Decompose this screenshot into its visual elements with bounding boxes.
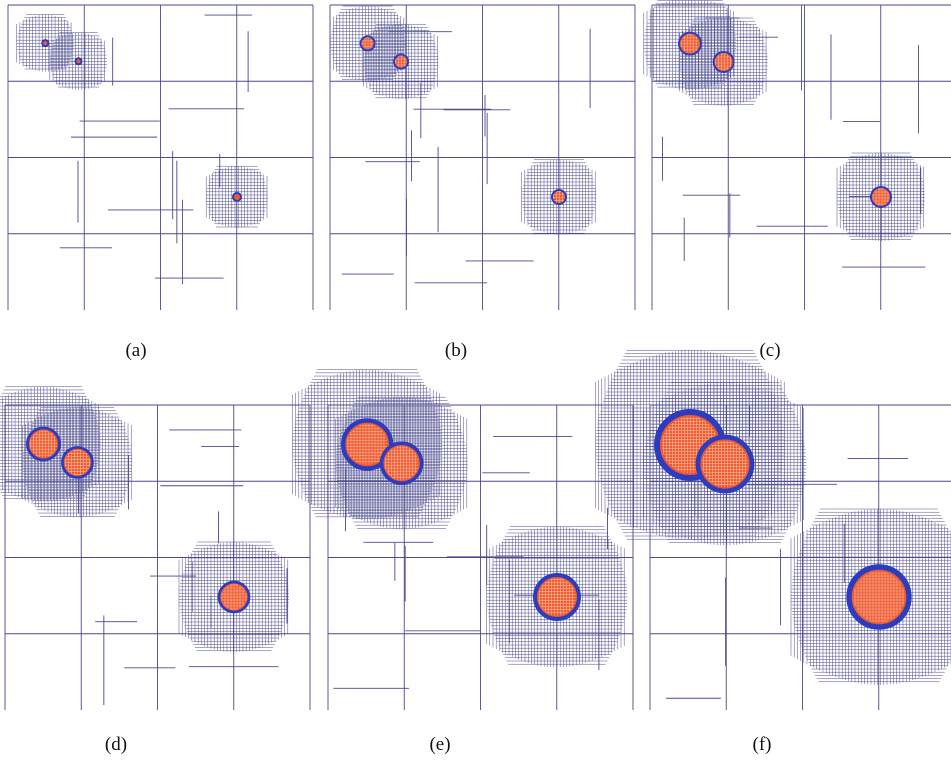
bubble-mesh <box>854 572 905 623</box>
caption: (b) <box>445 340 467 361</box>
bubble <box>42 40 48 46</box>
caption: (c) <box>759 340 780 361</box>
mesh-panel <box>644 0 951 310</box>
mesh <box>330 5 635 310</box>
page: (a) (b) (c) (d) (e) (f) (() => { const d… <box>0 0 951 764</box>
bubble <box>394 55 408 69</box>
mesh-panel <box>0 387 310 710</box>
figure: (a) (b) (c) (d) (e) (f) <box>0 0 951 764</box>
mesh <box>292 370 633 710</box>
caption: (d) <box>105 734 127 755</box>
caption: (f) <box>753 734 772 755</box>
mesh-panel <box>8 5 313 310</box>
mesh <box>8 5 313 310</box>
bubble-mesh <box>65 450 91 476</box>
caption: (e) <box>429 734 450 755</box>
mesh-panel <box>292 370 633 710</box>
caption: (a) <box>125 340 146 361</box>
mesh-panel <box>595 350 951 710</box>
mesh <box>595 350 951 710</box>
bubble <box>75 58 81 64</box>
bubble-mesh <box>221 584 247 610</box>
mesh-panel <box>330 5 635 310</box>
bubble <box>233 193 241 201</box>
bubble <box>552 190 566 204</box>
bubble <box>361 36 375 50</box>
